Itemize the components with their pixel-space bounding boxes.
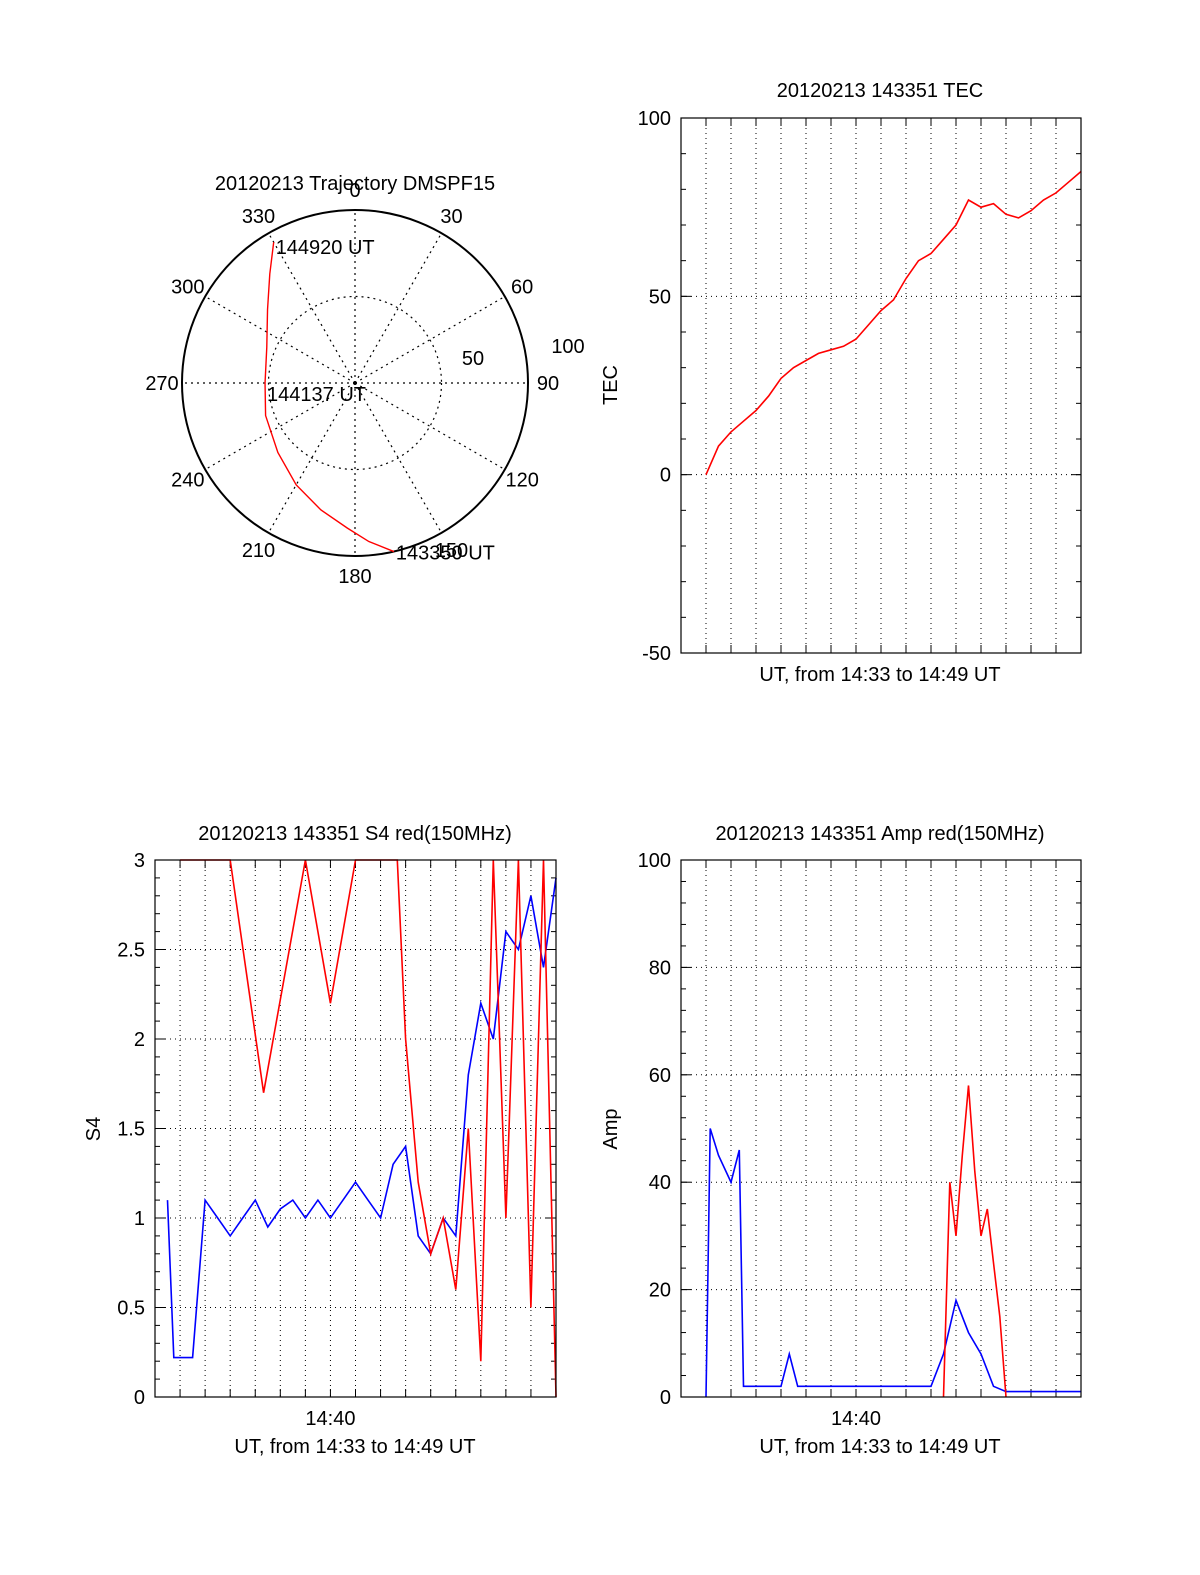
s4-title: 20120213 143351 S4 red(150MHz) bbox=[198, 823, 512, 845]
tec-xlabel: UT, from 14:33 to 14:49 UT bbox=[759, 664, 1000, 686]
amp-panel: 20120213 143351 Amp red(150MHz) UT, from… bbox=[600, 823, 1082, 1458]
polar-annotation: 143350 UT bbox=[396, 543, 495, 565]
polar-angle-label: 120 bbox=[505, 470, 538, 492]
s4-xlabel: UT, from 14:33 to 14:49 UT bbox=[234, 1436, 475, 1458]
polar-grid bbox=[181, 209, 529, 557]
blue-series-line bbox=[705, 1128, 1081, 1398]
y-tick-label: 0 bbox=[660, 465, 671, 487]
polar-angle-label: 240 bbox=[171, 470, 204, 492]
polar-outer-circle bbox=[181, 209, 529, 557]
polar-spoke bbox=[354, 382, 443, 534]
polar-angle-label: 270 bbox=[145, 373, 178, 395]
polar-angle-label: 180 bbox=[338, 566, 371, 588]
polar-angle-label: 210 bbox=[242, 540, 275, 562]
s4-panel: 20120213 143351 S4 red(150MHz) UT, from … bbox=[83, 823, 557, 1458]
s4-plot-area: 3 2.5 2 1.5 1 0.5 0 14:40 bbox=[117, 850, 557, 1430]
amp-title: 20120213 143351 Amp red(150MHz) bbox=[715, 823, 1044, 845]
tec-ylabel: TEC bbox=[600, 365, 622, 405]
polar-angle-labels: 0 30 60 90 120 150 180 210 240 270 300 330 bbox=[145, 180, 559, 588]
polar-angle-label: 150 bbox=[435, 540, 468, 562]
red-series-line bbox=[942, 1085, 1007, 1398]
polar-angle-label: 0 bbox=[349, 180, 360, 202]
polar-title: 20120213 Trajectory DMSPF15 bbox=[215, 173, 495, 195]
y-tick-label: 40 bbox=[649, 1172, 671, 1194]
polar-spoke bbox=[354, 382, 506, 471]
polar-angle-label: 300 bbox=[171, 277, 204, 299]
y-tick-label: -50 bbox=[642, 643, 671, 665]
y-tick-label: 50 bbox=[649, 286, 671, 308]
s4-ylabel: S4 bbox=[83, 1117, 105, 1141]
polar-radial-label: 100 bbox=[551, 336, 584, 358]
polar-spoke bbox=[204, 382, 356, 471]
y-tick-label: 1 bbox=[134, 1208, 145, 1230]
polar-spoke bbox=[354, 295, 506, 384]
y-tick-label: 2.5 bbox=[117, 940, 145, 962]
polar-spoke bbox=[354, 232, 443, 384]
tec-title: 20120213 143351 TEC bbox=[777, 80, 983, 102]
polar-spoke bbox=[204, 295, 356, 384]
y-tick-label: 0 bbox=[134, 1387, 145, 1409]
polar-trajectory-series bbox=[264, 242, 395, 553]
polar-annotations: 144920 UT 144137 UT 143350 UT bbox=[267, 237, 495, 564]
y-tick-label: 100 bbox=[638, 108, 671, 130]
y-tick-label: 20 bbox=[649, 1280, 671, 1302]
amp-xlabel: UT, from 14:33 to 14:49 UT bbox=[759, 1436, 1000, 1458]
plot-frame bbox=[680, 859, 1082, 1398]
polar-angle-label: 60 bbox=[511, 277, 533, 299]
red-series-line bbox=[180, 859, 557, 1398]
polar-angle-label: 90 bbox=[537, 373, 559, 395]
amp-plot-area: 100 80 60 40 20 0 14:40 bbox=[638, 850, 1082, 1430]
x-tick-label: 14:40 bbox=[305, 1408, 355, 1430]
polar-spoke bbox=[267, 382, 356, 534]
y-tick-label: 1.5 bbox=[117, 1119, 145, 1141]
tec-panel: 20120213 143351 TEC UT, from 14:33 to 14… bbox=[600, 80, 1082, 686]
y-tick-label: 3 bbox=[134, 850, 145, 872]
polar-radial-labels: 50 100 bbox=[462, 336, 585, 370]
y-tick-label: 0 bbox=[660, 1387, 671, 1409]
y-tick-label: 2 bbox=[134, 1029, 145, 1051]
polar-annotation: 144920 UT bbox=[276, 237, 375, 259]
polar-trajectory-panel: 20120213 Trajectory DMSPF15 0 30 60 90 120 15… bbox=[145, 173, 584, 588]
plot-frame bbox=[154, 859, 557, 1398]
polar-angle-label: 30 bbox=[440, 206, 462, 228]
y-tick-label: 100 bbox=[638, 850, 671, 872]
tec-plot-area: 100 50 0 -50 bbox=[638, 108, 1082, 665]
x-tick-label: 14:40 bbox=[831, 1408, 881, 1430]
amp-ylabel: Amp bbox=[600, 1108, 622, 1149]
y-tick-label: 60 bbox=[649, 1065, 671, 1087]
polar-radial-label: 50 bbox=[462, 348, 484, 370]
polar-inner-circle bbox=[267, 295, 443, 471]
polar-spoke bbox=[267, 232, 356, 384]
polar-angle-label: 330 bbox=[242, 206, 275, 228]
y-tick-label: 80 bbox=[649, 957, 671, 979]
polar-annotation: 144137 UT bbox=[267, 384, 366, 406]
red-series-line bbox=[705, 170, 1082, 476]
y-tick-label: 0.5 bbox=[117, 1298, 145, 1320]
plot-frame bbox=[680, 117, 1082, 654]
polar-trajectory-line bbox=[264, 242, 395, 553]
